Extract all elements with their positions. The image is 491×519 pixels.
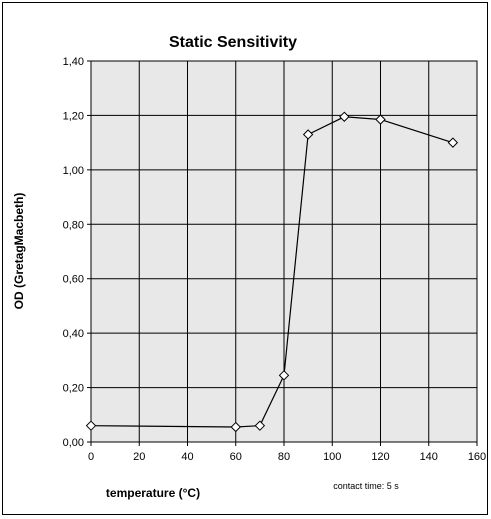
x-tick-label: 20 <box>133 451 145 463</box>
y-tick-label: 0,00 <box>63 437 84 449</box>
y-axis-label: OD (GretagMacbeth) <box>12 193 26 310</box>
data-point-marker <box>85 420 97 431</box>
x-tick-label: 0 <box>88 451 94 463</box>
x-tick-label: 120 <box>371 451 389 463</box>
grid-lines <box>90 60 478 443</box>
y-axis-ticks: 0,00 0,20 0,40 0,60 0,80 1,00 1,20 1,40 <box>63 56 91 449</box>
data-point-marker <box>447 137 459 148</box>
x-tick-label: 100 <box>323 451 341 463</box>
chart-canvas: Static Sensitivity 0,00 0,20 0,40 0,60 0,80 1… <box>12 34 486 500</box>
data-point-marker <box>230 421 241 433</box>
series-group <box>85 111 459 433</box>
x-tick-label: 140 <box>420 451 438 463</box>
data-point-marker <box>375 114 386 125</box>
y-tick-label: 1,00 <box>63 165 84 177</box>
x-tick-label: 40 <box>181 451 193 463</box>
x-tick-label: 60 <box>230 451 242 463</box>
data-point-marker <box>339 111 350 122</box>
data-point-marker <box>302 129 314 140</box>
x-axis-label: temperature (°C) <box>106 486 200 500</box>
chart-title: Static Sensitivity <box>169 34 297 51</box>
x-tick-label: 80 <box>278 451 290 463</box>
y-tick-label: 0,20 <box>63 383 84 395</box>
contact-time-note: contact time: 5 s <box>333 481 399 491</box>
x-axis-ticks: 0 20 40 60 80 100 120 140 160 <box>88 442 486 463</box>
y-tick-label: 1,20 <box>63 110 84 122</box>
y-tick-label: 0,40 <box>63 328 84 340</box>
y-tick-label: 0,60 <box>63 274 84 286</box>
data-point-marker <box>254 420 266 431</box>
y-tick-label: 1,40 <box>63 56 84 68</box>
chart-frame: Static Sensitivity 0,00 0,20 0,40 0,60 0,80 1… <box>2 2 488 515</box>
data-point-marker <box>278 370 290 381</box>
x-tick-label: 160 <box>468 451 486 463</box>
y-tick-label: 0,80 <box>63 219 84 231</box>
